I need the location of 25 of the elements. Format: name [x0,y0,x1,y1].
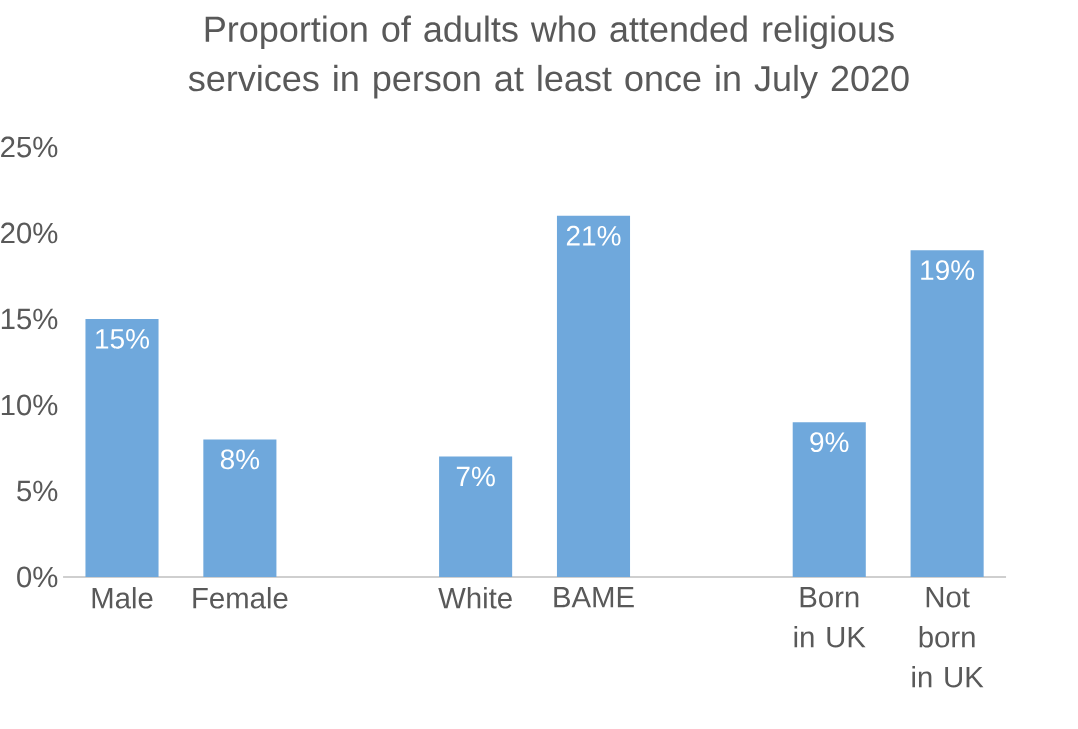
chart-title: Proportion of adults who attended religious services in person at least once in July 2020 [188,15,909,99]
bar [85,319,159,577]
y-tick-label: 0% [17,566,58,588]
x-tick-label: BAME [554,587,634,608]
bar [910,250,984,577]
x-tick-label: Female [193,587,288,609]
data-label: 15% [96,329,150,349]
x-tick-label: White [438,587,512,609]
bar [556,215,631,577]
data-label: 7% [456,466,495,487]
y-tick-label: 15% [1,308,58,330]
x-tick-label: Born in UK [794,587,866,648]
bar [792,422,866,577]
data-label: 21% [566,225,621,246]
bar [439,456,513,577]
x-tick-label: Male [92,587,153,609]
data-label: 19% [921,260,975,281]
data-label: 8% [220,449,260,470]
y-tick-label: 25% [1,136,58,158]
y-tick-label: 20% [1,222,58,244]
bar [203,439,277,577]
y-tick-label: 10% [1,394,58,416]
data-label: 9% [810,432,849,453]
x-tick-label: Not born in UK [912,587,984,688]
y-tick-label: 5% [17,480,58,502]
